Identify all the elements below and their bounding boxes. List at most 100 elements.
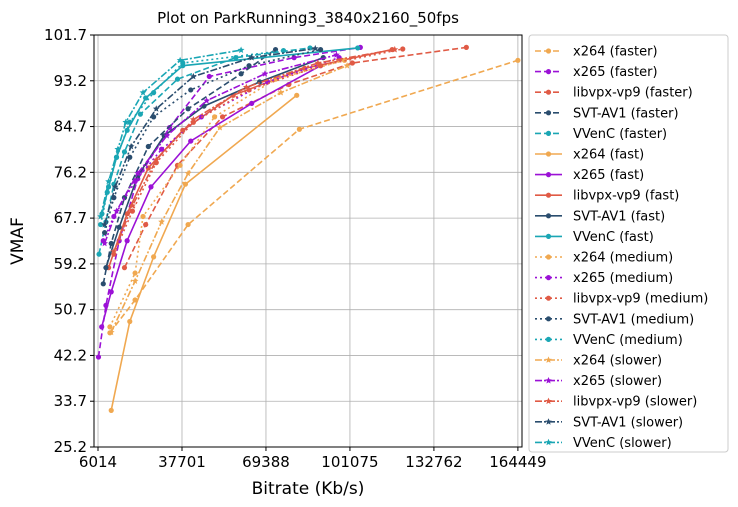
data-point [463, 44, 469, 50]
legend-label: x265 (fast) [573, 168, 644, 183]
y-tick-label: 67.7 [54, 209, 87, 227]
data-point [121, 265, 128, 271]
data-point [174, 76, 181, 82]
data-point [145, 143, 151, 150]
legend-marker [545, 336, 552, 342]
legend-item: x264 (slower) [535, 354, 662, 369]
series-lines [95, 44, 521, 413]
data-point [127, 318, 133, 325]
data-point [113, 207, 120, 214]
legend-marker [545, 89, 552, 95]
legend-label: SVT-AV1 (slower) [573, 415, 683, 430]
data-point [132, 270, 138, 276]
data-point [124, 238, 130, 244]
legend-label: libvpx-vp9 (slower) [573, 395, 697, 410]
series-svt-av1-medium [102, 46, 324, 236]
series-line [97, 46, 361, 358]
data-point [188, 138, 194, 144]
data-point [343, 62, 351, 69]
data-point [294, 92, 300, 98]
legend-box [528, 34, 729, 453]
legend-marker [545, 172, 552, 178]
legend-label: x264 (medium) [573, 251, 673, 266]
data-point [148, 184, 154, 190]
data-point [238, 71, 244, 77]
legend-marker [545, 192, 552, 198]
data-point [277, 89, 285, 96]
data-point [111, 183, 119, 190]
data-point [151, 254, 157, 260]
legend-marker [545, 377, 552, 384]
data-point [206, 73, 212, 80]
data-point [110, 247, 118, 255]
legend-marker [545, 233, 552, 239]
legend-item: x265 (faster) [535, 65, 658, 80]
data-point [113, 154, 120, 160]
data-point [143, 95, 149, 101]
data-point [152, 105, 160, 112]
chart-title: Plot on ParkRunning3_3840x2160_50fps [157, 9, 459, 28]
data-point [100, 281, 106, 287]
data-point [101, 221, 108, 228]
data-point [122, 118, 130, 126]
y-tick-label: 25.2 [54, 438, 87, 456]
data-point [132, 297, 138, 303]
series-line [103, 54, 337, 244]
legend-item: x265 (slower) [535, 374, 662, 389]
data-point [139, 89, 147, 96]
data-point [311, 44, 319, 52]
series-vvenc-slower [97, 46, 245, 220]
legend-item: x265 (fast) [535, 168, 644, 183]
legend-label: VVenC (slower) [573, 436, 672, 451]
data-point [249, 100, 255, 106]
y-tick-label: 50.7 [54, 301, 87, 319]
axis-ticks: 6014 37701 69388 101075 132762 164449 25.2 33.7… [44, 26, 546, 471]
legend-label: x265 (medium) [573, 271, 673, 286]
data-point [108, 240, 114, 247]
series-x264-slower [107, 62, 351, 336]
legend-item: x265 (medium) [535, 271, 673, 286]
data-point [143, 221, 149, 228]
data-point [355, 45, 361, 51]
data-point [151, 90, 157, 96]
series-x264-faster [107, 57, 521, 336]
x-tick-label: 132762 [405, 453, 462, 471]
data-point [296, 126, 302, 132]
legend-marker [545, 69, 552, 75]
series-x265-fast [99, 63, 324, 330]
data-point [116, 224, 122, 230]
data-point [105, 177, 112, 185]
data-point [257, 79, 263, 85]
data-point [237, 46, 245, 53]
legend-marker [545, 151, 552, 157]
y-tick-label: 76.2 [54, 163, 87, 181]
data-point [190, 116, 197, 123]
legend-marker [545, 418, 552, 425]
legend-label: x264 (faster) [573, 45, 658, 60]
legend-marker [545, 254, 552, 260]
legend-label: SVT-AV1 (medium) [573, 312, 694, 327]
legend-item: libvpx-vp9 (fast) [535, 189, 679, 204]
data-point [95, 354, 102, 360]
series-svt-av1-faster [100, 46, 279, 287]
legend-marker [545, 130, 552, 136]
data-point [134, 169, 142, 177]
legend-item: x264 (fast) [535, 148, 644, 163]
y-tick-label: 42.2 [54, 346, 87, 364]
data-point [140, 213, 146, 220]
data-point [107, 328, 115, 336]
legend-item: x264 (medium) [535, 251, 673, 266]
data-point [96, 251, 102, 257]
data-point [108, 289, 114, 295]
data-point [182, 181, 189, 187]
y-tick-label: 84.7 [54, 118, 87, 136]
data-point [280, 48, 287, 54]
series-x264-fast [108, 92, 300, 413]
series-x264-medium [107, 57, 348, 330]
data-point [127, 142, 135, 150]
data-point [163, 132, 171, 139]
data-point [158, 146, 165, 152]
data-point [188, 87, 194, 93]
legend-label: x265 (slower) [573, 374, 662, 389]
data-point [246, 63, 252, 69]
